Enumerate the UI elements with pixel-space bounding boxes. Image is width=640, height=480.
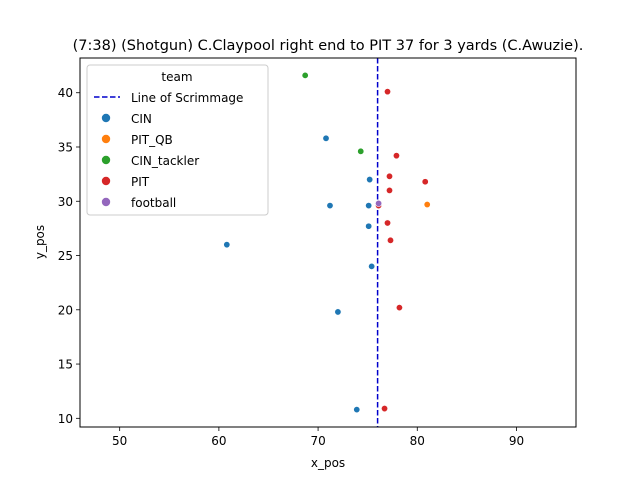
data-point [322, 134, 330, 142]
data-point [334, 308, 342, 316]
legend-label: PIT [131, 175, 150, 189]
x-tick-label: 50 [112, 434, 127, 448]
series-cin [223, 134, 376, 414]
chart-title: (7:38) (Shotgun) C.Claypool right end to… [73, 38, 584, 54]
data-point [395, 304, 403, 312]
y-tick-label: 25 [58, 249, 73, 263]
data-point [386, 172, 394, 180]
legend-label: CIN [131, 112, 152, 126]
legend-box [86, 64, 269, 216]
data-point [386, 186, 394, 194]
data-point [386, 236, 394, 244]
legend-line-of-scrimmage-label: Line of Scrimmage [131, 91, 243, 105]
data-point [365, 222, 373, 230]
axes-frame [79, 57, 577, 428]
y-tick-label: 20 [58, 303, 73, 317]
data-point [365, 202, 373, 210]
legend-label: CIN_tackler [131, 154, 199, 168]
x-tick-label: 90 [509, 434, 524, 448]
y-tick-label: 15 [58, 358, 73, 372]
legend-marker [101, 176, 111, 186]
legend-series-entries: CIN PIT_QB CIN_tackler PIT football [101, 112, 199, 210]
x-axis: 50 60 70 80 90 [112, 427, 524, 448]
data-point [392, 152, 400, 160]
data-point [326, 202, 334, 210]
x-tick-label: 80 [410, 434, 425, 448]
data-point [381, 405, 389, 413]
data-point [353, 406, 361, 414]
data-point [366, 176, 374, 184]
y-tick-label: 30 [58, 195, 73, 209]
series-cin-tackler [301, 71, 365, 155]
x-axis-label: x_pos [311, 456, 345, 470]
legend: team Line of Scrimmage CIN PIT_QB CIN_tack… [86, 64, 269, 216]
data-point [301, 71, 309, 79]
data-point [223, 241, 231, 249]
legend-label: football [131, 196, 176, 210]
data-point [423, 201, 431, 209]
plot-area [223, 58, 431, 427]
legend-title: team [161, 70, 192, 84]
series-pit-qb [423, 201, 431, 209]
data-point [368, 262, 376, 270]
series-football [375, 199, 383, 207]
data-point [357, 147, 365, 155]
legend-marker [101, 197, 111, 207]
y-axis: 10 15 20 25 30 35 40 [58, 86, 80, 426]
legend-marker [101, 113, 111, 123]
y-axis-label: y_pos [33, 225, 47, 259]
y-tick-label: 40 [58, 86, 73, 100]
legend-label: PIT_QB [131, 133, 173, 147]
data-point [384, 88, 392, 96]
y-tick-label: 35 [58, 140, 73, 154]
legend-marker [101, 134, 111, 144]
data-point [375, 199, 383, 207]
x-tick-label: 60 [211, 434, 226, 448]
series-pit [375, 88, 429, 413]
x-tick-label: 70 [310, 434, 325, 448]
data-point [421, 178, 429, 186]
legend-marker [101, 155, 111, 165]
y-tick-label: 10 [58, 412, 73, 426]
data-point [384, 219, 392, 227]
